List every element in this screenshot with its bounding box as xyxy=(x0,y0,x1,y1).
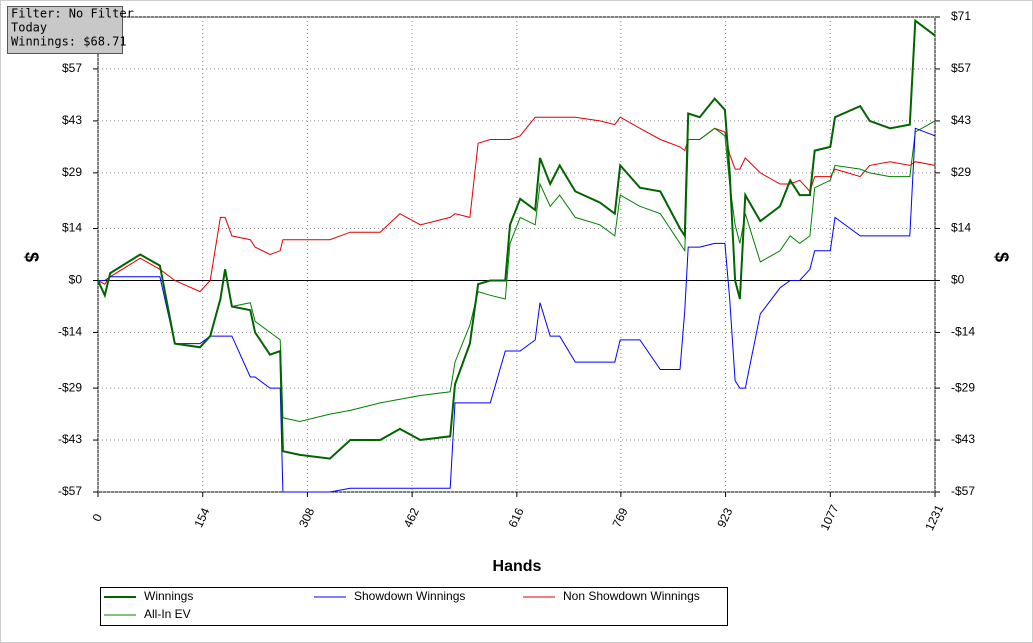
y-tick-label-right: $57 xyxy=(951,61,971,75)
y-tick-label: $57 xyxy=(62,61,82,75)
legend-label: Non Showdown Winnings xyxy=(563,589,700,603)
legend xyxy=(100,587,728,626)
y-tick-label: $29 xyxy=(62,165,82,179)
info-text: Today xyxy=(11,21,47,35)
series-line xyxy=(97,18,936,460)
y-axis-label-right: $ xyxy=(991,252,1011,262)
y-tick-label-right: $14 xyxy=(951,221,971,235)
x-axis-label: Hands xyxy=(493,558,542,575)
series-line xyxy=(97,120,936,423)
info-box xyxy=(7,6,123,54)
y-tick-label-right: $0 xyxy=(951,273,965,287)
y-axis-label: $ xyxy=(21,252,41,262)
y-tick-label-right: -$14 xyxy=(951,325,975,339)
y-tick-label-right: -$57 xyxy=(951,484,975,498)
legend-label: All-In EV xyxy=(144,607,191,621)
plot-area xyxy=(97,16,936,493)
legend-label: Winnings xyxy=(144,589,193,603)
series-line xyxy=(97,116,936,293)
y-tick-label: $43 xyxy=(62,113,82,127)
y-tick-label-right: $29 xyxy=(951,165,971,179)
y-tick-label: -$43 xyxy=(58,432,82,446)
y-tick-label: -$57 xyxy=(58,484,82,498)
y-tick-label-right: $43 xyxy=(951,113,971,127)
y-tick-label-right: -$43 xyxy=(951,432,975,446)
info-text: Winnings: $68.71 xyxy=(11,35,127,49)
y-tick-label-right: $71 xyxy=(951,9,971,23)
y-tick-label: -$29 xyxy=(58,380,82,394)
series-line xyxy=(98,127,936,493)
y-tick-label-right: -$29 xyxy=(951,380,975,394)
legend-label: Showdown Winnings xyxy=(354,589,465,603)
y-tick-label: $14 xyxy=(62,221,82,235)
info-text: Filter: No Filter xyxy=(11,7,134,21)
y-tick-label: -$14 xyxy=(58,325,82,339)
y-tick-label: $0 xyxy=(69,273,83,287)
